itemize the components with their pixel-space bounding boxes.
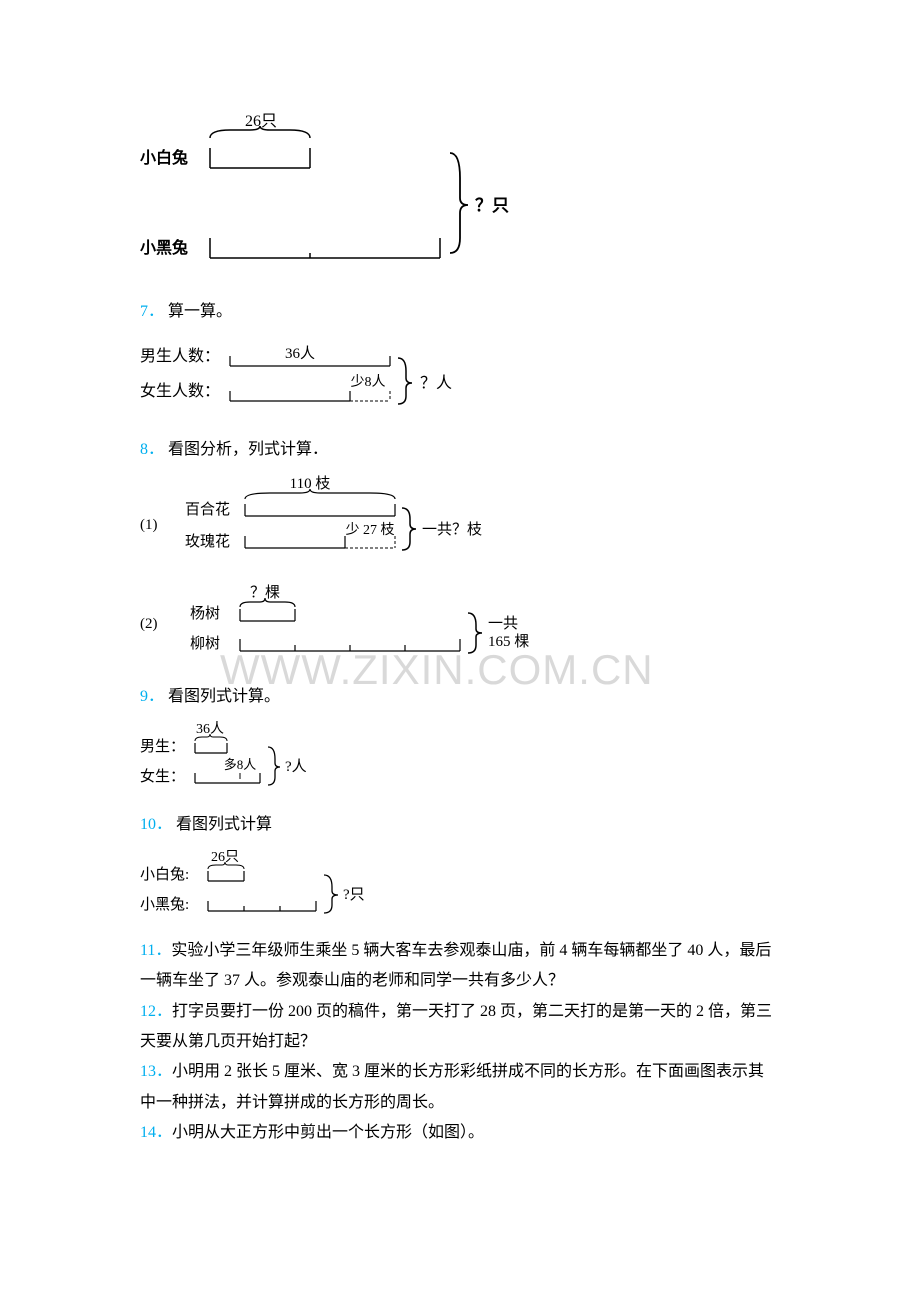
q13-text: 小明用 2 张长 5 厘米、宽 3 厘米的长方形彩纸拼成不同的长方形。在下面画图…: [140, 1063, 764, 1110]
q8-p1-right: 一共？枝: [422, 521, 482, 538]
q12-num: 12．: [140, 1003, 172, 1020]
q9-num: 9．: [140, 688, 164, 705]
q6-diagram: 26只 小白兔 小黑兔 ？只: [140, 108, 780, 289]
q8-p2-right2: 165 棵: [488, 633, 529, 650]
q8-p1-row1: 百合花: [185, 501, 230, 518]
q8-p2-right1: 一共: [488, 615, 518, 632]
q9-gap: 多8人: [224, 757, 257, 772]
q8-p2-row2: 柳树: [190, 635, 220, 652]
q14-line: 14．小明从大正方形中剪出一个长方形（如图）。: [140, 1118, 780, 1148]
q11-num: 11．: [140, 942, 171, 959]
q7-row2-label: 女生人数：: [140, 381, 220, 400]
q10-row1: 小白兔:: [140, 866, 189, 883]
q10-right: ?只: [343, 887, 365, 903]
q7-diagram: 男生人数： 36人 女生人数： 少8人 ？人: [140, 336, 780, 427]
q8-p2-diagram: (2) ？棵 杨树 柳树 一共 165 棵: [140, 583, 780, 674]
q8-p1-diagram: (1) 110 枝 百合花 玫瑰花 少 27 枝 一共？枝: [140, 474, 780, 575]
q7-num: 7．: [140, 303, 164, 320]
q9-right: ?人: [285, 758, 307, 775]
q9-row2: 女生：: [140, 767, 185, 785]
q8-p1-tag: (1): [140, 517, 158, 533]
q8-num: 8．: [140, 441, 164, 458]
q9-row1: 男生：: [140, 738, 185, 755]
q14-text: 小明从大正方形中剪出一个长方形（如图）。: [172, 1124, 484, 1141]
q8-p2-tag: (2): [140, 616, 158, 632]
q10-row2: 小黑兔:: [140, 896, 189, 913]
q6-right-label: ？只: [475, 196, 509, 215]
q11-text: 实验小学三年级师生乘坐 5 辆大客车去参观泰山庙，前 4 辆车每辆都坐了 40 …: [140, 942, 771, 989]
q14-num: 14．: [140, 1124, 172, 1141]
q13-line: 13．小明用 2 张长 5 厘米、宽 3 厘米的长方形彩纸拼成不同的长方形。在下…: [140, 1057, 780, 1118]
q7-line: 7． 算一算。: [140, 297, 780, 327]
q10-diagram: 26只 小白兔: 小黑兔: ?只: [140, 849, 780, 928]
q8-line: 8． 看图分析，列式计算．: [140, 435, 780, 465]
q9-text: 看图列式计算。: [168, 688, 280, 705]
q7-text: 算一算。: [168, 303, 232, 320]
q9-diagram: 36人 男生： 女生： 多8人 ?人: [140, 721, 780, 802]
q8-text: 看图分析，列式计算．: [168, 441, 328, 458]
q12-line: 12．打字员要打一份 200 页的稿件，第一天打了 28 页，第二天打的是第一天…: [140, 997, 780, 1058]
q7-row1-label: 男生人数：: [140, 347, 220, 365]
q7-row1-value: 36人: [285, 345, 315, 362]
q11-line: 11．实验小学三年级师生乘坐 5 辆大客车去参观泰山庙，前 4 辆车每辆都坐了 …: [140, 936, 780, 997]
q10-num: 10．: [140, 816, 172, 833]
q10-text: 看图列式计算: [176, 816, 272, 833]
q8-p1-gap: 少 27 枝: [346, 522, 395, 538]
q6-row2-label: 小黑兔: [140, 238, 188, 257]
q13-num: 13．: [140, 1063, 172, 1080]
q12-text: 打字员要打一份 200 页的稿件，第一天打了 28 页，第二天打的是第一天的 2…: [140, 1003, 772, 1050]
q7-gap-label: 少8人: [351, 374, 386, 390]
q8-p1-row2: 玫瑰花: [185, 533, 230, 550]
q7-right-label: ？人: [420, 374, 452, 392]
q10-line: 10． 看图列式计算: [140, 810, 780, 840]
q8-p2-row1: 杨树: [190, 605, 220, 622]
q9-line: 9． 看图列式计算。: [140, 682, 780, 712]
q6-row1-label: 小白兔: [140, 148, 188, 167]
